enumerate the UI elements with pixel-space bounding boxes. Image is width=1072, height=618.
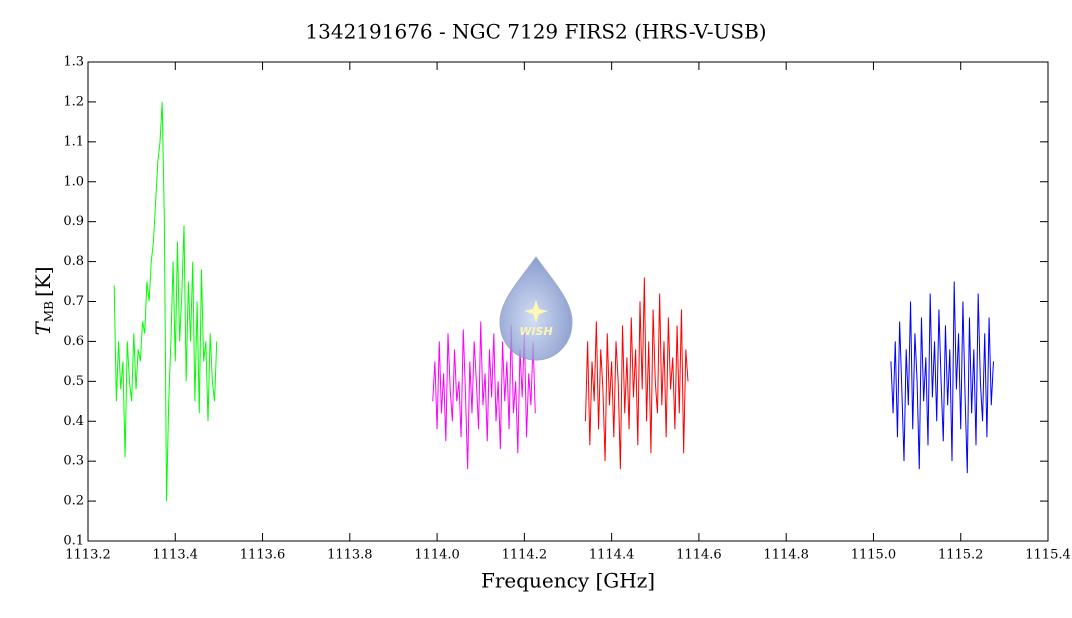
y-tick-label: 0.2 — [63, 494, 84, 509]
y-label-subscript: MB — [42, 301, 56, 322]
y-tick-label: 1.3 — [63, 55, 84, 70]
y-tick-label: 0.3 — [63, 454, 84, 469]
y-tick-label: 0.7 — [63, 294, 84, 309]
y-tick-label: 0.8 — [63, 254, 84, 269]
logo-star — [524, 300, 548, 323]
y-label-symbol: T — [31, 321, 55, 336]
x-tick-label: 1115.2 — [938, 548, 984, 563]
x-tick-label: 1113.4 — [153, 548, 199, 563]
spectrum-line — [584, 277, 689, 470]
y-tick-label: 0.1 — [63, 534, 84, 549]
y-tick-label: 1.2 — [63, 94, 84, 109]
x-tick-label: 1115.0 — [851, 548, 897, 563]
x-tick-label: 1114.6 — [676, 548, 722, 563]
spectrum-line — [890, 281, 994, 474]
y-axis-label: TMB [K] — [31, 267, 56, 336]
y-tick-label: 0.6 — [63, 334, 84, 349]
y-tick-label: 1.0 — [63, 174, 84, 189]
y-tick-label: 0.5 — [63, 374, 84, 389]
y-tick-label: 1.1 — [63, 134, 84, 149]
x-tick-label: 1114.8 — [763, 548, 809, 563]
x-tick-label: 1114.4 — [589, 548, 635, 563]
x-tick-label: 1114.2 — [502, 548, 548, 563]
spectrum-line — [432, 321, 536, 470]
chart-title: 1342191676 - NGC 7129 FIRS2 (HRS-V-USB) — [305, 20, 766, 44]
x-axis-label: Frequency [GHz] — [481, 569, 655, 593]
x-tick-label: 1115.4 — [1025, 548, 1071, 563]
x-tick-label: 1113.8 — [327, 548, 373, 563]
logo-text: WISH — [519, 325, 552, 338]
plot-frame — [87, 61, 1049, 542]
y-tick-label: 0.9 — [63, 214, 84, 229]
spectrum-line — [113, 101, 218, 502]
y-label-unit: [K] — [31, 267, 55, 298]
x-tick-label: 1113.6 — [240, 548, 286, 563]
logo: WISH — [499, 256, 573, 361]
x-tick-label: 1114.0 — [414, 548, 460, 563]
y-tick-label: 0.4 — [63, 414, 84, 429]
x-tick-label: 1113.2 — [65, 548, 111, 563]
